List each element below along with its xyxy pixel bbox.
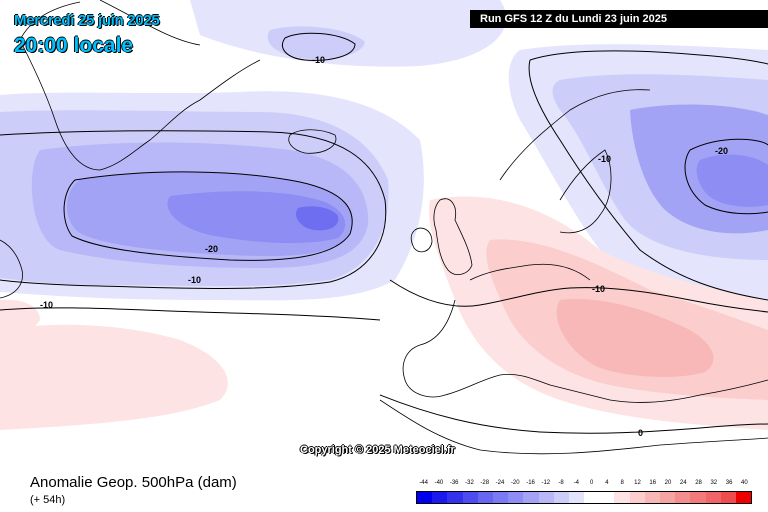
contour-label: -20: [205, 244, 218, 254]
contour-minus10-arctic: [282, 32, 356, 61]
blue-anomaly-atlantic-core: [295, 206, 339, 231]
pink-anomaly-europe-2: [556, 299, 714, 377]
blue-anomaly-arctic-2: [267, 26, 365, 60]
color-scale-label: 28: [695, 480, 702, 486]
color-scale-label: -12: [541, 480, 551, 486]
color-swatch: [629, 492, 645, 503]
blue-anomaly-scandinavia-core: [696, 154, 768, 207]
forecast-lead: (+ 54h): [30, 494, 66, 506]
color-scale-label: 8: [620, 480, 624, 486]
color-swatch: [432, 492, 448, 503]
africa-coast: [379, 399, 768, 455]
color-scale-label: 36: [725, 480, 733, 486]
color-scale-label: 16: [649, 480, 657, 486]
color-scale-label: -44: [419, 480, 428, 486]
color-swatch: [690, 492, 706, 503]
color-scale-label: -28: [480, 480, 490, 486]
scandinavia-coast: [499, 89, 651, 234]
contour-minus20-scandinavia: [684, 138, 768, 215]
color-scale-label: 40: [741, 480, 748, 486]
contour-label: 0: [638, 428, 643, 438]
color-swatch: [508, 492, 524, 503]
color-swatch: [447, 492, 463, 503]
copyright-text: Copyright © 2025 Meteociel.fr: [300, 444, 455, 456]
color-scale-label: -4: [573, 480, 580, 486]
contour-minus10-scandinavia: [528, 50, 768, 301]
contour-zero-west: [0, 307, 381, 321]
color-swatch: [614, 492, 630, 503]
contour-zero-south: [379, 394, 768, 434]
color-swatch: [462, 492, 478, 503]
uk-coast: [433, 198, 473, 275]
color-scale-label: 4: [605, 480, 609, 486]
contour-label: -20: [715, 146, 728, 156]
run-info-box: Run GFS 12 Z du Lundi 23 juin 2025: [470, 10, 768, 28]
color-scale-label: 32: [710, 480, 718, 486]
color-scale-label: -20: [510, 480, 520, 486]
color-swatch: [599, 492, 615, 503]
color-scale-label: 24: [679, 480, 687, 486]
color-scale-label: 12: [634, 480, 641, 486]
contour-label: -10: [592, 284, 605, 294]
map-title: Anomalie Geop. 500hPa (dam): [30, 474, 237, 491]
color-scale-label: -36: [449, 480, 459, 486]
contour-labels: -10 -10 -20 -20 -10 -10 -10 0: [40, 55, 728, 438]
color-scale-label: 0: [589, 480, 594, 486]
color-swatch: [675, 492, 691, 503]
color-scale-label: 20: [664, 480, 672, 486]
time-title: 20:00 locale: [14, 34, 134, 57]
contour-label: -10: [40, 300, 53, 310]
color-swatch: [644, 492, 660, 503]
color-swatch: [538, 492, 554, 503]
color-scale: -44 -40 -36 -32 -28 -24 -20 -16 -12 -8 -4 0 4 8 12 16 20…: [416, 480, 752, 506]
color-scale-label: -8: [558, 480, 564, 486]
color-scale-bar: [416, 491, 752, 504]
coastlines: [0, 0, 768, 455]
color-scale-labels: -44 -40 -36 -32 -28 -24 -20 -16 -12 -8 -4 0 4 8 12 16 20…: [416, 480, 752, 490]
contour-label: -10: [312, 55, 325, 65]
date-title: Mercredi 25 juin 2025: [14, 12, 160, 29]
map-area: -10 -10 -20 -20 -10 -10 -10 0 Mercredi 2…: [0, 0, 768, 456]
color-swatch: [720, 492, 736, 503]
contour-minus10-atlantic: [0, 130, 387, 289]
contour-label: -10: [598, 154, 611, 164]
contour-label: -10: [188, 275, 201, 285]
color-swatch: [568, 492, 585, 503]
color-swatch: [553, 492, 569, 503]
color-swatch: [477, 492, 493, 503]
pink-anomaly-atlantic-south: [0, 324, 228, 430]
anomaly-contours: [0, 32, 768, 434]
color-swatch: [660, 492, 676, 503]
color-swatch: [417, 492, 433, 503]
anomaly-map: -10 -10 -20 -20 -10 -10 -10 0: [0, 0, 768, 455]
color-swatch: [705, 492, 721, 503]
color-swatch: [584, 492, 600, 503]
europe-coast: [402, 263, 768, 403]
iceland-coast: [288, 129, 337, 154]
color-scale-label: -40: [434, 480, 444, 486]
color-scale-label: -32: [465, 480, 474, 486]
color-swatch: [492, 492, 509, 503]
color-swatch: [735, 492, 752, 503]
greenland-coast: [19, 0, 261, 171]
color-scale-label: -16: [526, 480, 535, 486]
ireland-coast: [410, 227, 433, 253]
contour-minus20-atlantic: [63, 171, 353, 261]
color-swatch: [523, 492, 539, 503]
color-scale-label: -24: [495, 480, 505, 486]
blue-anomaly-atlantic-4: [167, 191, 346, 244]
north-america-coast: [0, 239, 23, 299]
contour-minus10-europe: [389, 279, 768, 313]
